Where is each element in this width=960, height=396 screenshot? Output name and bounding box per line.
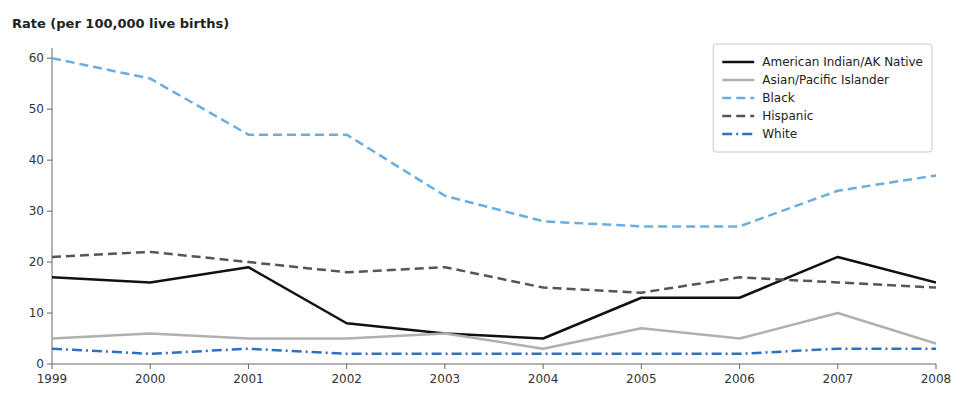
x-tick (739, 364, 740, 369)
y-tick-label: 20 (29, 255, 44, 269)
legend-label: Asian/Pacific Islander (762, 73, 889, 87)
x-tick (936, 364, 937, 369)
series-line (52, 257, 936, 339)
legend-frame (713, 44, 932, 152)
y-tick-label: 60 (29, 51, 44, 65)
series-line (52, 252, 936, 293)
chart-svg: Rate (per 100,000 live births) 0 10 20 30 40 5… (0, 0, 960, 396)
legend-swatch (722, 61, 754, 64)
x-tick-label: 2005 (626, 372, 657, 386)
x-tick-label: 2008 (921, 372, 952, 386)
x-axis-line (52, 364, 936, 365)
y-tick-label: 0 (36, 357, 44, 371)
legend-swatch (722, 79, 754, 82)
x-tick-label: 2001 (233, 372, 264, 386)
y-tick (47, 160, 52, 161)
legend-label: Hispanic (762, 109, 813, 123)
y-axis-line (52, 48, 53, 364)
y-tick (47, 364, 52, 365)
legend-swatch (722, 115, 754, 118)
series-line (52, 349, 936, 354)
y-tick-label: 30 (29, 204, 44, 218)
y-tick (47, 313, 52, 314)
y-axis-label: Rate (per 100,000 live births) (12, 16, 229, 31)
legend-label: American Indian/AK Native (762, 55, 923, 69)
x-tick (837, 364, 838, 369)
y-tick (47, 109, 52, 110)
x-tick (543, 364, 544, 369)
x-tick (444, 364, 445, 369)
chart-container: Rate (per 100,000 live births) 0 10 20 30 40 5… (0, 0, 960, 396)
x-tick-label: 2007 (823, 372, 854, 386)
x-tick (150, 364, 151, 369)
legend: American Indian/AK Native Asian/Pacific I… (713, 44, 932, 152)
y-tick-label: 10 (29, 306, 44, 320)
y-tick (47, 262, 52, 263)
x-tick-label: 2003 (430, 372, 461, 386)
x-tick (52, 364, 53, 369)
series-line (52, 313, 936, 349)
y-tick (47, 211, 52, 212)
y-tick-label: 50 (29, 102, 44, 116)
y-tick (47, 58, 52, 59)
legend-swatch (722, 97, 754, 100)
x-tick (641, 364, 642, 369)
x-tick-label: 2000 (135, 372, 166, 386)
legend-swatch (722, 133, 754, 136)
x-tick-label: 2002 (331, 372, 362, 386)
y-tick-label: 40 (29, 153, 44, 167)
x-tick-label: 2004 (528, 372, 559, 386)
x-tick-label: 2006 (724, 372, 755, 386)
legend-label: Black (762, 91, 795, 105)
legend-label: White (762, 127, 797, 141)
x-tick-label: 1999 (37, 372, 68, 386)
x-tick (346, 364, 347, 369)
x-tick (248, 364, 249, 369)
